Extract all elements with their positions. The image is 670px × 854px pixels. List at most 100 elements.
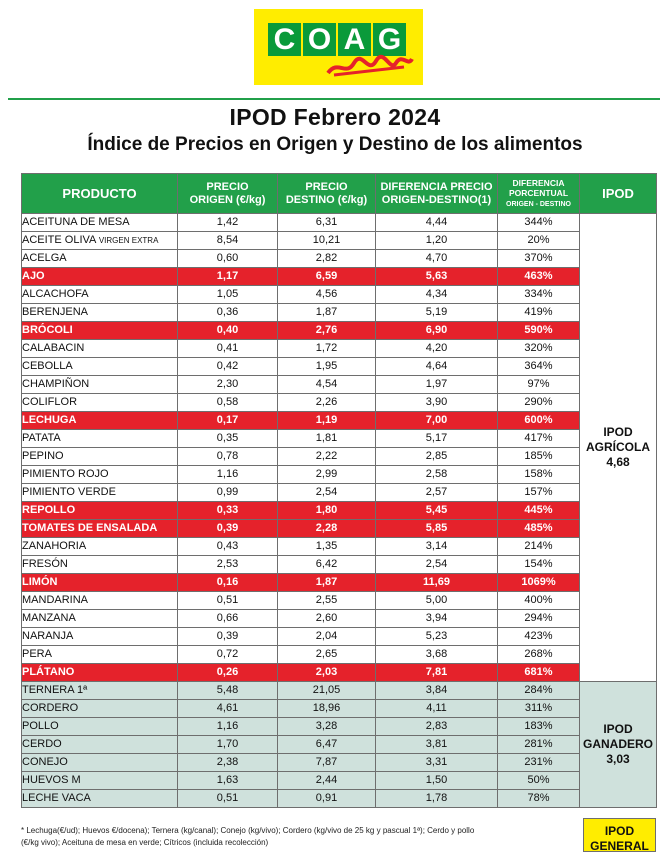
footnote-line: * Lechuga(€/ud); Huevos €/docena); Terne… <box>21 826 475 835</box>
cell-producto: FRESÓN <box>21 555 178 574</box>
cell-precio-origen: 0,41 <box>177 339 278 358</box>
cell-precio-origen: 0,58 <box>177 393 278 412</box>
producto-note: VIRGEN EXTRA <box>98 236 159 245</box>
cell-precio-origen: 0,16 <box>177 573 278 592</box>
cell-porcentual: 600% <box>497 411 580 430</box>
cell-porcentual: 334% <box>497 285 580 304</box>
cell-diferencia: 3,90 <box>375 393 498 412</box>
cell-porcentual: 417% <box>497 429 580 448</box>
table-row: BRÓCOLI 0,40 2,76 6,90 590% <box>21 321 657 340</box>
cell-precio-destino: 1,35 <box>277 537 376 556</box>
cell-diferencia: 3,84 <box>375 681 498 700</box>
cell-producto: CORDERO <box>21 699 178 718</box>
group-label-line: 3,03 <box>606 752 630 766</box>
cell-producto: CEBOLLA <box>21 357 178 376</box>
cell-precio-destino: 6,47 <box>277 735 376 754</box>
logo-letter: O <box>303 23 336 56</box>
cell-precio-origen: 0,42 <box>177 357 278 376</box>
cell-diferencia: 4,64 <box>375 357 498 376</box>
cell-porcentual: 20% <box>497 231 580 250</box>
cell-precio-origen: 0,60 <box>177 249 278 268</box>
cell-precio-destino: 2,99 <box>277 465 376 484</box>
cell-precio-origen: 0,72 <box>177 645 278 664</box>
cell-precio-origen: 1,16 <box>177 465 278 484</box>
table-row: PATATA 0,35 1,81 5,17 417% <box>21 429 657 448</box>
cell-precio-destino: 3,28 <box>277 717 376 736</box>
cell-porcentual: 268% <box>497 645 580 664</box>
table-row: COLIFLOR 0,58 2,26 3,90 290% <box>21 393 657 412</box>
cell-precio-destino: 2,54 <box>277 483 376 502</box>
table-row: CERDO 1,70 6,47 3,81 281% <box>21 735 657 754</box>
cell-precio-destino: 6,42 <box>277 555 376 574</box>
cell-precio-origen: 0,33 <box>177 501 278 520</box>
cell-precio-destino: 2,65 <box>277 645 376 664</box>
header-ipod: IPOD <box>579 173 657 214</box>
table-row: ALCACHOFA 1,05 4,56 4,34 334% <box>21 285 657 304</box>
cell-porcentual: 157% <box>497 483 580 502</box>
cell-precio-origen: 4,61 <box>177 699 278 718</box>
cell-porcentual: 344% <box>497 213 580 232</box>
cell-precio-origen: 0,78 <box>177 447 278 466</box>
table-row: AJO 1,17 6,59 5,63 463% <box>21 267 657 286</box>
cell-precio-origen: 0,39 <box>177 519 278 538</box>
producto-name: FRESÓN <box>22 558 68 570</box>
cell-producto: ACELGA <box>21 249 178 268</box>
producto-name: BRÓCOLI <box>22 324 73 336</box>
cell-precio-destino: 4,54 <box>277 375 376 394</box>
cell-diferencia: 4,11 <box>375 699 498 718</box>
cell-diferencia: 3,68 <box>375 645 498 664</box>
cell-porcentual: 423% <box>497 627 580 646</box>
cell-producto: ZANAHORIA <box>21 537 178 556</box>
header-line: DIFERENCIA PRECIO <box>380 180 493 193</box>
table-header-row: PRODUCTO PRECIO ORIGEN (€/kg) PRECIO DES… <box>21 173 657 214</box>
cell-diferencia: 4,20 <box>375 339 498 358</box>
header-line: PRECIO <box>206 180 249 193</box>
cell-precio-destino: 10,21 <box>277 231 376 250</box>
cell-producto: ACEITUNA DE MESA <box>21 213 178 232</box>
producto-name: LECHUGA <box>22 414 77 426</box>
header-line: ORIGEN - DESTINO <box>506 200 571 208</box>
group-label-line: 4,68 <box>606 455 630 469</box>
producto-name: PIMIENTO ROJO <box>22 468 109 480</box>
cell-producto: LIMÓN <box>21 573 178 592</box>
header-porcentual: DIFERENCIA PORCENTUAL ORIGEN - DESTINO <box>497 173 580 214</box>
cell-producto: CHAMPIÑON <box>21 375 178 394</box>
cell-porcentual: 158% <box>497 465 580 484</box>
producto-name: MANZANA <box>22 612 76 624</box>
cell-porcentual: 485% <box>497 519 580 538</box>
table-row: HUEVOS M 1,63 2,44 1,50 50% <box>21 771 657 790</box>
cell-precio-origen: 1,17 <box>177 267 278 286</box>
table-row: BERENJENA 0,36 1,87 5,19 419% <box>21 303 657 322</box>
logo-letter: G <box>373 23 406 56</box>
producto-name: ACEITUNA DE MESA <box>22 216 130 228</box>
cell-producto: BERENJENA <box>21 303 178 322</box>
cell-producto: PIMIENTO VERDE <box>21 483 178 502</box>
cell-precio-origen: 1,63 <box>177 771 278 790</box>
cell-porcentual: 463% <box>497 267 580 286</box>
cell-porcentual: 231% <box>497 753 580 772</box>
table-row: LECHE VACA 0,51 0,91 1,78 78% <box>21 789 657 808</box>
producto-name: CORDERO <box>22 702 79 714</box>
table-row: LIMÓN 0,16 1,87 11,69 1069% <box>21 573 657 592</box>
ipod-ganadero-cell: IPOD GANADERO 3,03 <box>579 681 657 808</box>
producto-name: PIMIENTO VERDE <box>22 486 116 498</box>
cell-precio-origen: 0,39 <box>177 627 278 646</box>
cell-precio-destino: 2,22 <box>277 447 376 466</box>
cell-producto: AJO <box>21 267 178 286</box>
cell-diferencia: 5,00 <box>375 591 498 610</box>
cell-precio-destino: 2,28 <box>277 519 376 538</box>
page-title: IPOD Febrero 2024 <box>229 104 441 130</box>
cell-producto: ALCACHOFA <box>21 285 178 304</box>
table-row: CHAMPIÑON 2,30 4,54 1,97 97% <box>21 375 657 394</box>
logo-letter: C <box>268 23 301 56</box>
cell-porcentual: 185% <box>497 447 580 466</box>
producto-name: ALCACHOFA <box>22 288 89 300</box>
cell-precio-origen: 0,17 <box>177 411 278 430</box>
cell-precio-destino: 2,55 <box>277 591 376 610</box>
cell-porcentual: 311% <box>497 699 580 718</box>
producto-name: NARANJA <box>22 630 74 642</box>
header-line: ORIGEN (€/kg) <box>189 193 266 206</box>
cell-producto: PEPINO <box>21 447 178 466</box>
cell-precio-origen: 2,38 <box>177 753 278 772</box>
cell-precio-destino: 1,72 <box>277 339 376 358</box>
